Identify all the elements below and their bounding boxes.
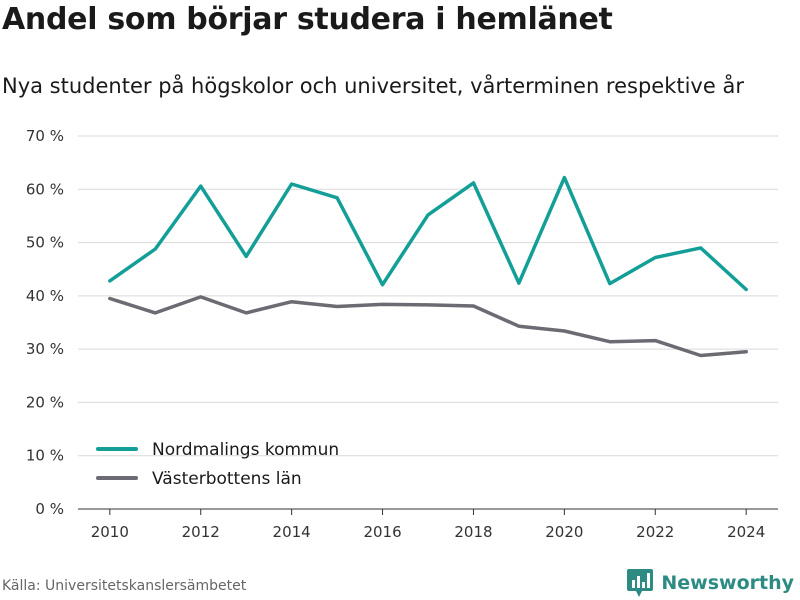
x-tick-label: 2010	[91, 523, 129, 541]
brand[interactable]: Newsworthy	[627, 569, 794, 597]
chart-title: Andel som börjar studera i hemlänet	[2, 2, 613, 37]
bar-chart-logo-icon	[627, 569, 654, 597]
x-tick-label: 2024	[727, 523, 765, 541]
source-note: Källa: Universitetskanslersämbetet	[2, 578, 247, 594]
y-tick-label: 10 %	[26, 447, 64, 465]
brand-name: Newsworthy	[661, 572, 794, 594]
chart-subtitle: Nya studenter på högskolor och universit…	[2, 74, 744, 98]
legend-label: Västerbottens län	[152, 469, 302, 489]
y-tick-label: 30 %	[26, 340, 64, 358]
x-tick-label: 2016	[363, 523, 401, 541]
y-tick-label: 60 %	[26, 180, 64, 198]
series-line-nordmaling	[108, 175, 748, 292]
legend-label: Nordmalings kommun	[152, 440, 339, 460]
y-tick-label: 50 %	[26, 234, 64, 252]
x-tick-label: 2020	[545, 523, 583, 541]
x-tick-label: 2014	[273, 523, 311, 541]
series-line-vasterbotten	[108, 295, 748, 358]
y-tick-label: 20 %	[26, 393, 64, 411]
y-tick-label: 70 %	[26, 127, 64, 145]
y-tick-label: 40 %	[26, 287, 64, 305]
x-tick-label: 2012	[182, 523, 220, 541]
x-tick-label: 2022	[636, 523, 674, 541]
y-tick-label: 0 %	[35, 500, 64, 518]
x-tick-label: 2018	[454, 523, 492, 541]
